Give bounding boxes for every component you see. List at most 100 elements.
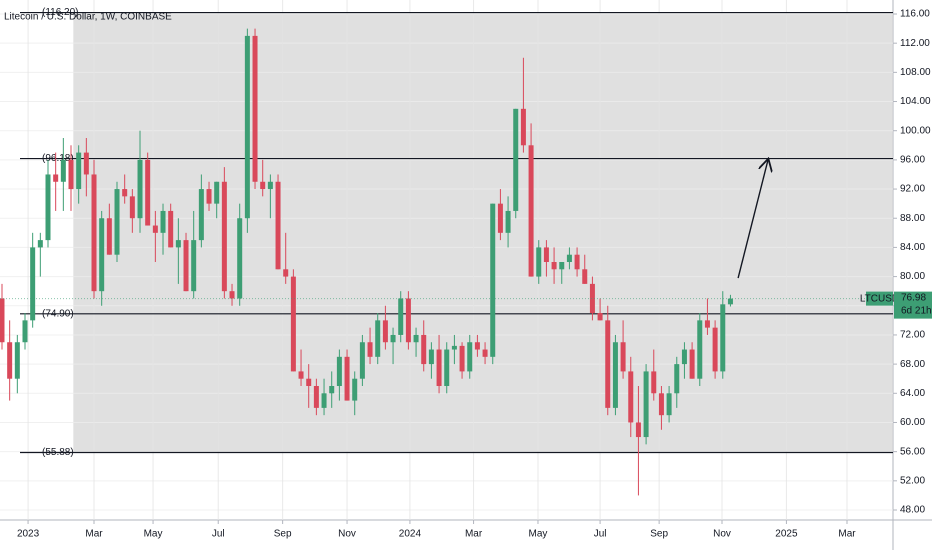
candle-body [306, 378, 312, 386]
x-tick-label: Nov [713, 529, 731, 540]
candle-body [520, 108, 526, 146]
y-tick-label: 48.00 [900, 505, 925, 516]
candle-body [22, 320, 28, 343]
candle-body [114, 189, 120, 255]
candle-body [214, 181, 220, 204]
candle-body [175, 240, 181, 248]
candle-body [697, 320, 703, 379]
x-tick-label: May [144, 529, 163, 540]
candle-body [497, 203, 503, 233]
y-tick-label: 80.00 [900, 271, 925, 282]
candle-body [712, 327, 718, 372]
candle-body [720, 304, 726, 372]
candle-body [160, 210, 166, 233]
y-tick-label: 64.00 [900, 388, 925, 399]
candle-body [129, 196, 135, 219]
range-zone [73, 12, 894, 453]
candle-body [252, 35, 258, 182]
x-tick-label: Sep [650, 529, 668, 540]
candle-body [635, 422, 641, 438]
candle-body [582, 269, 588, 284]
x-tick-label: Nov [338, 529, 356, 540]
candle-body [428, 349, 434, 365]
y-tick-label: 96.00 [900, 155, 925, 166]
countdown: 6d 21h [901, 305, 932, 316]
candle-body [244, 35, 250, 219]
candle-body [68, 159, 74, 190]
candle-body [106, 218, 112, 255]
level-label: (116.20) [42, 7, 79, 18]
candle-body [398, 298, 404, 335]
level-label: (55.88) [42, 447, 74, 458]
price-tag [894, 291, 932, 319]
y-tick-label: 100.00 [900, 125, 931, 136]
candle-body [528, 145, 534, 277]
level-label: (74.90) [42, 308, 74, 319]
candle-body [359, 342, 365, 379]
candle-body [589, 283, 595, 314]
candle-body [513, 108, 519, 211]
y-tick-label: 116.00 [900, 9, 930, 20]
candle-body [689, 349, 695, 379]
x-tick-label: Mar [85, 529, 103, 540]
candle-body [352, 378, 358, 401]
candle-body [375, 320, 381, 357]
y-tick-label: 68.00 [900, 359, 925, 370]
candle-body [681, 349, 687, 365]
candle-body [612, 342, 618, 408]
candle-body [467, 342, 473, 372]
candle-body [145, 159, 151, 226]
candle-body [344, 356, 350, 401]
candle-body [37, 240, 43, 248]
candle-body [229, 291, 235, 299]
candle-body [267, 181, 273, 190]
candle-body [91, 174, 97, 292]
arrow [737, 160, 768, 279]
candle-body [7, 342, 13, 379]
x-tick-label: Jul [212, 529, 225, 540]
level-label: (96.18) [42, 153, 74, 164]
candle-body [559, 262, 565, 270]
x-tick-label: Mar [465, 529, 483, 540]
candle-body [313, 386, 319, 408]
candle-body [628, 371, 634, 423]
candle-body [727, 298, 733, 305]
candle-body [198, 189, 204, 241]
candle-body [436, 349, 442, 386]
candle-body [482, 349, 488, 357]
candle-body [237, 218, 243, 299]
y-tick-label: 104.00 [900, 96, 931, 107]
candle-body [137, 159, 143, 219]
x-tick-label: 2024 [399, 529, 422, 540]
candle-body [566, 254, 572, 262]
candle-body [666, 393, 672, 416]
candle-body [53, 174, 59, 182]
candle-body [505, 210, 511, 233]
x-tick-label: Sep [274, 529, 292, 540]
candle-body [551, 262, 557, 270]
candle-body [60, 159, 66, 182]
y-tick-label: 56.00 [900, 446, 925, 457]
candle-body [620, 342, 626, 372]
candle-body [444, 349, 450, 386]
candle-body [367, 342, 373, 357]
candle-body [658, 393, 664, 416]
candle-body [651, 371, 657, 394]
candle-body [298, 371, 304, 379]
candle-body [536, 247, 542, 277]
candle-body [83, 152, 89, 175]
candle-body [221, 181, 227, 292]
candle-body [459, 345, 465, 372]
y-tick-label: 112.00 [900, 38, 930, 49]
x-tick-label: Mar [838, 529, 856, 540]
candle-body [183, 240, 189, 292]
candle-body [321, 393, 327, 408]
x-tick-label: May [529, 529, 548, 540]
candle-body [390, 334, 396, 343]
candle-body [45, 174, 51, 241]
candle-body [0, 298, 5, 343]
last-price: 76.98 [901, 292, 926, 303]
candle-body [643, 371, 649, 438]
y-tick-label: 92.00 [900, 184, 925, 195]
